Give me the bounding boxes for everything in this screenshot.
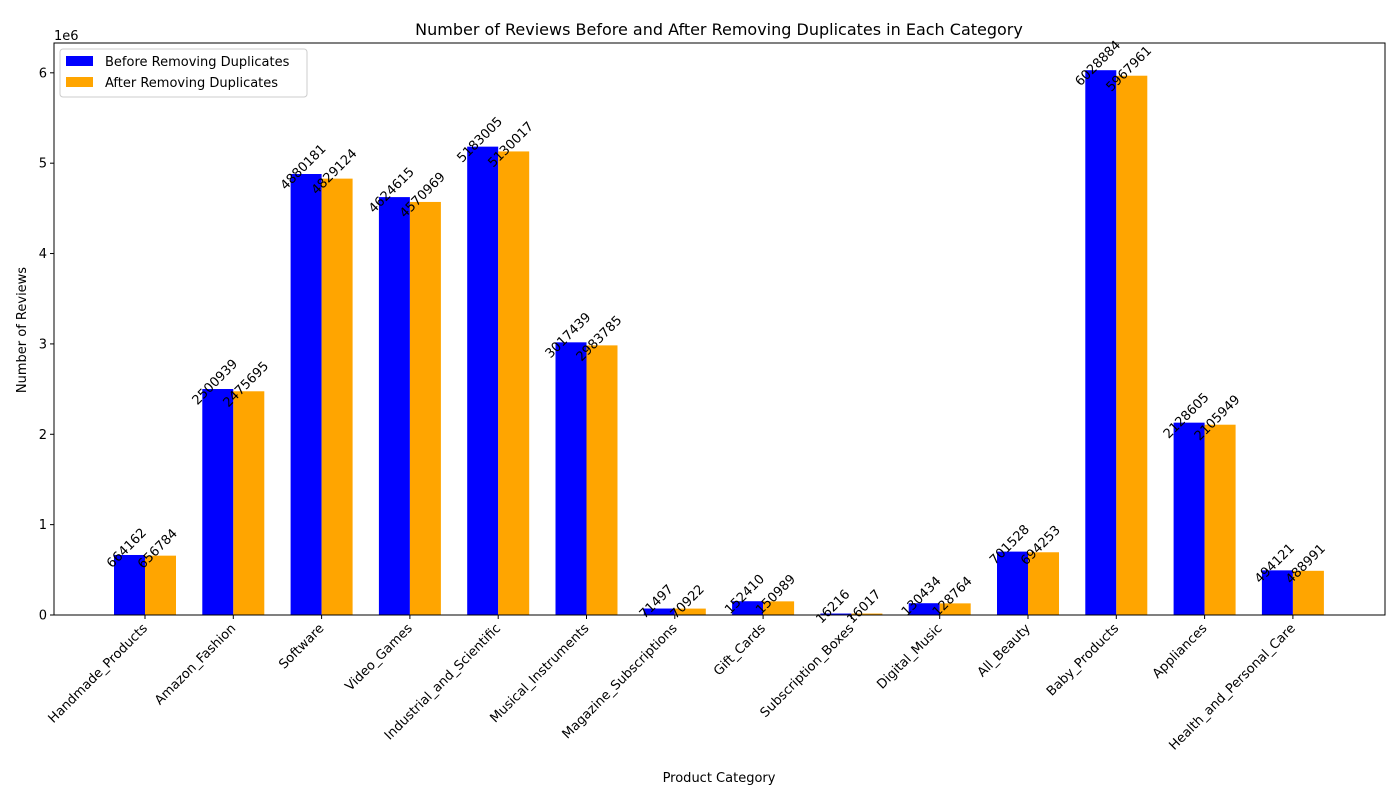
- legend-label: After Removing Duplicates: [105, 76, 278, 91]
- y-axis-ticks: 0 1 2 3 4 5 6: [39, 66, 54, 624]
- bar-before: [643, 608, 675, 615]
- bar-after: [851, 613, 883, 615]
- bar-before: [820, 613, 852, 615]
- bar-before: [290, 174, 322, 615]
- x-axis-label: Product Category: [663, 771, 776, 786]
- bar-before: [114, 554, 145, 615]
- y-axis-offset-label: 1e6: [54, 29, 79, 44]
- x-tick-label: Appliances: [1150, 621, 1211, 682]
- bar-before: [908, 603, 940, 615]
- bar-value-label: 71497: [637, 582, 677, 622]
- bar-before: [555, 342, 587, 615]
- y-tick-label: 1: [39, 518, 47, 533]
- legend-swatch: [66, 56, 93, 66]
- x-tick-label: Handmade_Products: [46, 621, 151, 726]
- bar-value-label: 70922: [668, 582, 708, 622]
- x-tick-label: Baby_Products: [1044, 621, 1122, 699]
- x-tick-label: Software: [276, 621, 327, 672]
- bar-value-label: 16216: [813, 587, 853, 627]
- x-tick-label: Subscription_Boxes: [758, 621, 858, 721]
- x-tick-label: Video_Games: [343, 621, 416, 694]
- bar-before: [997, 551, 1028, 615]
- legend-swatch: [66, 77, 93, 87]
- y-tick-label: 5: [39, 157, 47, 172]
- bar-after: [674, 608, 706, 615]
- bar-after: [1116, 75, 1148, 615]
- x-tick-label: Gift_Cards: [711, 621, 769, 679]
- bar-before: [378, 197, 410, 615]
- bar-after: [409, 201, 441, 615]
- bar-before: [1261, 570, 1293, 615]
- x-tick-label: Amazon_Fashion: [152, 621, 239, 708]
- bars-group: [114, 70, 1324, 616]
- bar-before: [1085, 70, 1117, 616]
- chart-title: Number of Reviews Before and After Remov…: [415, 20, 1023, 39]
- bar-after: [763, 601, 795, 615]
- legend-label: Before Removing Duplicates: [105, 55, 290, 70]
- x-tick-label: Musical_Instruments: [487, 621, 592, 726]
- bar-value-label: 16017: [844, 587, 884, 627]
- bar-before: [467, 146, 499, 616]
- bar-after: [586, 345, 618, 615]
- legend: Before Removing Duplicates After Removing…: [59, 48, 308, 98]
- x-tick-label: Digital_Music: [874, 621, 945, 692]
- bar-after: [1292, 570, 1324, 615]
- bar-before: [732, 601, 764, 615]
- y-tick-label: 4: [39, 247, 47, 262]
- bar-after: [233, 391, 265, 615]
- x-tick-label: All_Beauty: [975, 621, 1034, 680]
- bar-after: [1028, 552, 1059, 615]
- bar-after: [1204, 424, 1236, 615]
- bar-after: [498, 151, 530, 615]
- bar-after: [321, 178, 353, 615]
- y-tick-label: 0: [39, 609, 47, 624]
- x-axis-ticks: Handmade_Products Amazon_Fashion Software V…: [46, 615, 1299, 753]
- bar-before: [202, 389, 234, 615]
- bar-before: [1173, 422, 1205, 615]
- y-tick-label: 2: [39, 428, 47, 443]
- legend-box: [59, 48, 308, 98]
- y-tick-label: 6: [39, 66, 47, 81]
- plot-frame: [53, 42, 1386, 616]
- y-tick-label: 3: [39, 337, 47, 352]
- bar-after: [145, 555, 176, 615]
- y-axis-label: Number of Reviews: [15, 267, 30, 393]
- bar-after: [939, 603, 971, 615]
